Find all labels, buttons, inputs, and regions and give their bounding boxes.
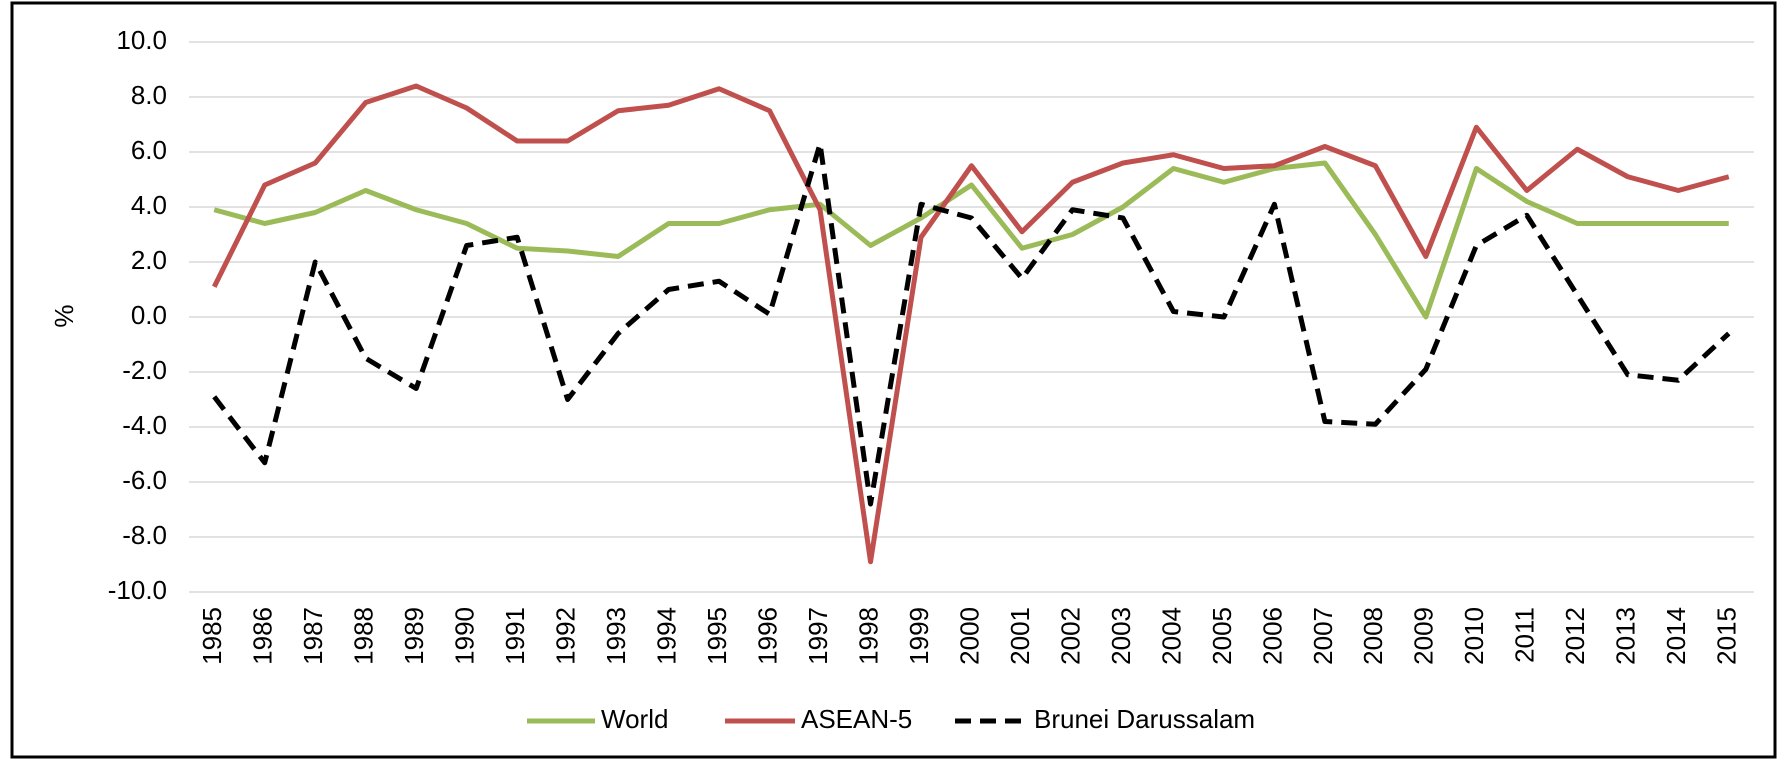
x-tick-label: 2005	[1207, 607, 1237, 665]
x-tick-label: 2009	[1409, 607, 1439, 665]
x-tick-label: 1995	[702, 607, 732, 665]
y-tick-label: -2.0	[122, 355, 167, 385]
x-tick-label: 2004	[1156, 607, 1186, 665]
y-tick-label: 2.0	[131, 245, 167, 275]
x-tick-label: 1991	[500, 607, 530, 665]
series-line	[212, 141, 1731, 507]
x-tick-label: 2010	[1459, 607, 1489, 665]
legend-label: Brunei Darussalam	[1034, 704, 1255, 734]
x-tick-label: 2012	[1560, 607, 1590, 665]
x-tick-label: 2008	[1358, 607, 1388, 665]
legend-label: World	[601, 704, 668, 734]
x-tick-label: 1997	[803, 607, 833, 665]
x-tick-label: 2014	[1661, 607, 1691, 665]
x-tick-label: 1986	[248, 607, 278, 665]
x-tick-label: 1989	[399, 607, 429, 665]
y-tick-label: -4.0	[122, 410, 167, 440]
y-tick-label: 0.0	[131, 300, 167, 330]
x-tick-label: 2013	[1611, 607, 1641, 665]
y-tick-label: -10.0	[108, 575, 167, 605]
y-tick-label: 4.0	[131, 190, 167, 220]
y-tick-label: 10.0	[116, 25, 167, 55]
x-tick-label: 2003	[1106, 607, 1136, 665]
series-line	[212, 83, 1730, 565]
x-tick-label: 2002	[1055, 607, 1085, 665]
x-tick-label: 2006	[1257, 607, 1287, 665]
x-tick-label: 2000	[954, 607, 984, 665]
x-tick-label: 1987	[298, 607, 328, 665]
y-tick-label: 6.0	[131, 135, 167, 165]
x-tick-label: 1999	[904, 607, 934, 665]
x-tick-label: 1996	[752, 607, 782, 665]
x-tick-label: 2015	[1712, 607, 1742, 665]
x-tick-label: 1993	[601, 607, 631, 665]
y-axis-label: %	[49, 304, 79, 327]
x-tick-label: 1998	[853, 607, 883, 665]
x-tick-label: 1994	[651, 607, 681, 665]
y-tick-label: -6.0	[122, 465, 167, 495]
x-tick-label: 1990	[450, 607, 480, 665]
x-tick-label: 1992	[551, 607, 581, 665]
x-tick-label: 2001	[1005, 607, 1035, 665]
legend-label: ASEAN-5	[801, 704, 912, 734]
y-tick-label: 8.0	[131, 80, 167, 110]
x-tick-label: 2011	[1510, 607, 1540, 663]
x-tick-label: 2007	[1308, 607, 1338, 665]
x-tick-label: 1985	[197, 607, 227, 665]
y-tick-label: -8.0	[122, 520, 167, 550]
x-tick-label: 1988	[349, 607, 379, 665]
series-line	[213, 160, 1729, 320]
